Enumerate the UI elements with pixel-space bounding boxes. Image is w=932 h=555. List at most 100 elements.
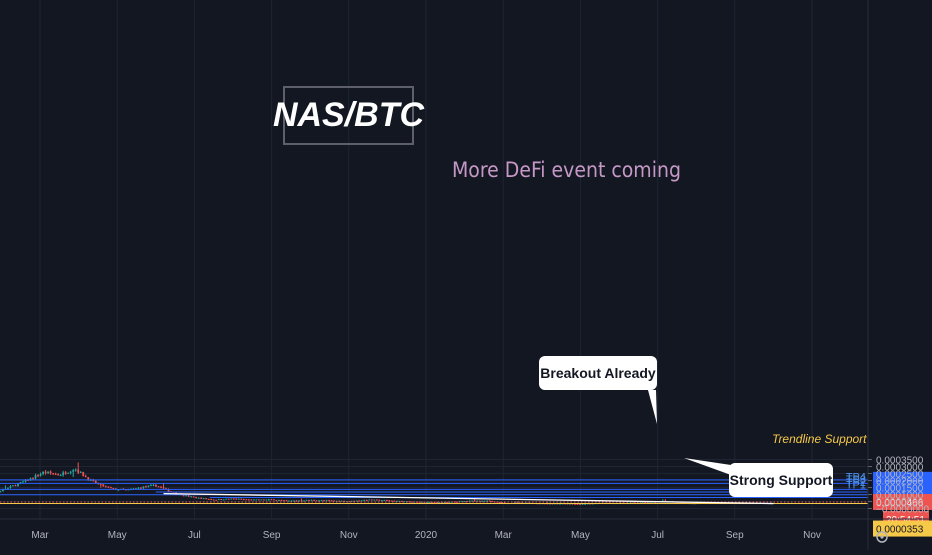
candle-body bbox=[104, 486, 107, 488]
candle-body bbox=[501, 502, 504, 504]
candle-body bbox=[453, 501, 456, 503]
dotted-level-tag bbox=[873, 493, 932, 510]
candle-body bbox=[518, 502, 521, 504]
candle-body bbox=[403, 501, 406, 503]
candle-body bbox=[227, 498, 230, 500]
candle-body bbox=[488, 500, 491, 502]
candle-body bbox=[157, 486, 160, 488]
candle-body bbox=[631, 502, 634, 504]
candle-body bbox=[571, 503, 574, 505]
candle-body bbox=[456, 501, 458, 503]
candle-body bbox=[247, 499, 250, 501]
candle-body bbox=[288, 500, 290, 502]
candle-body bbox=[441, 502, 443, 504]
candle-body bbox=[275, 500, 278, 502]
candle-body bbox=[57, 474, 60, 476]
candle-body bbox=[295, 500, 298, 502]
candle-body bbox=[182, 495, 185, 497]
candle-body bbox=[569, 503, 571, 505]
candle-body bbox=[67, 472, 70, 474]
candle-body bbox=[400, 500, 403, 502]
candle-body bbox=[222, 499, 225, 501]
candle-body bbox=[160, 486, 162, 488]
candle-body bbox=[280, 500, 283, 502]
candle-body bbox=[237, 498, 240, 500]
candle-body bbox=[109, 487, 112, 489]
candle-body bbox=[446, 502, 448, 504]
candle-body bbox=[270, 499, 273, 501]
candle-body bbox=[235, 498, 238, 500]
candle-body bbox=[476, 500, 479, 502]
candle-body bbox=[408, 501, 411, 503]
candle-body bbox=[313, 499, 315, 501]
candle-body bbox=[232, 498, 235, 500]
candle-body bbox=[393, 500, 396, 502]
candle-body bbox=[483, 500, 486, 502]
candle-body bbox=[117, 489, 120, 491]
candle-body bbox=[481, 500, 484, 502]
candle-body bbox=[54, 473, 57, 475]
candle-body bbox=[559, 503, 561, 505]
candle-body bbox=[325, 500, 328, 502]
candle-body bbox=[365, 499, 368, 501]
candle-body bbox=[395, 500, 398, 502]
candle-body bbox=[147, 485, 150, 487]
candle-body bbox=[24, 479, 27, 482]
trendline-support-label: Trendline Support bbox=[772, 432, 867, 446]
candle-body bbox=[225, 498, 228, 500]
x-tick-label: Nov bbox=[803, 530, 821, 541]
x-tick-label: Sep bbox=[726, 530, 744, 541]
x-tick-label: Jul bbox=[651, 530, 664, 541]
candle-body bbox=[581, 503, 584, 505]
candle-body bbox=[478, 500, 481, 502]
y-tick-label: 0.0000500 bbox=[876, 498, 924, 509]
candle-body bbox=[210, 499, 213, 501]
candle-body bbox=[250, 499, 253, 501]
y-tick-label: 0.0001500 bbox=[876, 484, 924, 495]
candle-body bbox=[212, 499, 215, 501]
candle-body bbox=[22, 481, 24, 483]
candle-body bbox=[293, 500, 295, 502]
candle-body bbox=[385, 500, 388, 502]
candle-body bbox=[636, 502, 639, 504]
candle-body bbox=[521, 502, 524, 504]
candle-body bbox=[260, 499, 263, 501]
chart-settings-icon[interactable] bbox=[876, 531, 888, 543]
candle-body bbox=[0, 491, 2, 493]
candle-body bbox=[375, 499, 378, 501]
candle-body bbox=[82, 471, 85, 477]
chart-title: NAS/BTC bbox=[273, 86, 424, 145]
candle-body bbox=[74, 469, 77, 471]
candle-body bbox=[242, 499, 245, 501]
candle-body bbox=[370, 499, 373, 501]
candle-body bbox=[486, 500, 489, 502]
candle-body bbox=[639, 502, 642, 504]
candle-body bbox=[468, 500, 471, 502]
candle-body bbox=[220, 499, 223, 501]
candle-body bbox=[140, 487, 142, 489]
candle-body bbox=[421, 501, 423, 503]
candle-body bbox=[215, 499, 218, 501]
candle-body bbox=[230, 498, 233, 500]
candle-body bbox=[44, 471, 47, 473]
candle-body bbox=[418, 501, 421, 503]
candle-body bbox=[32, 478, 34, 480]
candle-body bbox=[2, 489, 4, 492]
strong-support-callout: Strong Support bbox=[729, 463, 833, 497]
candle-body bbox=[42, 471, 44, 475]
candle-body bbox=[39, 474, 42, 476]
candle-body bbox=[155, 484, 157, 487]
candle-body bbox=[641, 502, 644, 504]
candle-body bbox=[84, 476, 87, 478]
candle-body bbox=[47, 471, 50, 473]
candle-body bbox=[681, 502, 684, 504]
candle-body bbox=[380, 500, 383, 502]
candle-body bbox=[273, 499, 275, 501]
candle-body bbox=[358, 500, 361, 502]
candle-body bbox=[644, 502, 647, 504]
candle-body bbox=[574, 503, 576, 505]
candle-body bbox=[200, 497, 203, 499]
candle-body bbox=[77, 469, 80, 473]
candle-body bbox=[411, 501, 413, 503]
candle-body bbox=[283, 500, 285, 502]
